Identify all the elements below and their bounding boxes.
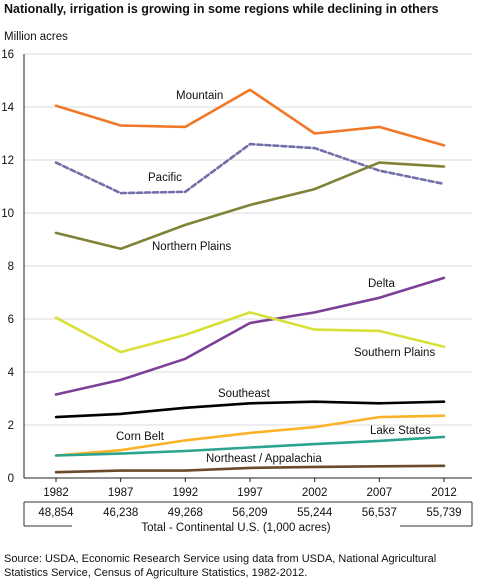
y-tick-label: 8 bbox=[8, 261, 14, 273]
total-value: 55,244 bbox=[297, 507, 333, 519]
series-label: Corn Belt bbox=[116, 431, 165, 443]
series-line-pacific bbox=[54, 142, 446, 195]
x-tick-label: 2012 bbox=[431, 487, 457, 499]
y-tick-label: 6 bbox=[8, 314, 14, 326]
total-value: 55,739 bbox=[426, 507, 461, 519]
series-label: Mountain bbox=[176, 90, 223, 102]
x-tick-label: 1982 bbox=[43, 487, 69, 499]
series-label: Lake States bbox=[370, 425, 431, 437]
x-tick-label: 1997 bbox=[237, 487, 263, 499]
series-line-southeast bbox=[54, 400, 446, 419]
series-line-lake-states bbox=[54, 435, 446, 457]
x-axis-ticks: 1982 1987 1992 1997 2002 2007 2012 bbox=[43, 478, 457, 499]
x-tick-label: 2007 bbox=[367, 487, 393, 499]
y-tick-label: 2 bbox=[8, 420, 14, 432]
x-tick-label: 1987 bbox=[108, 487, 134, 499]
chart-title: Nationally, irrigation is growing in som… bbox=[4, 2, 439, 16]
source-note: Source: USDA, Economic Research Service … bbox=[4, 553, 437, 579]
series-label: Southern Plains bbox=[354, 347, 435, 359]
x-tick-label: 1992 bbox=[173, 487, 199, 499]
series-label: Northeast / Appalachia bbox=[206, 453, 322, 465]
series-line-delta bbox=[54, 276, 446, 396]
series-line-mountain bbox=[54, 88, 446, 147]
totals-label: Total - Continental U.S. (1,000 acres) bbox=[141, 522, 330, 534]
totals-row: 48,854 46,238 49,268 56,209 55,244 56,537 55,7… bbox=[23, 501, 473, 534]
y-tick-label: 14 bbox=[1, 102, 14, 114]
series-labels: Mountain Pacific Northern Plains Delta South… bbox=[116, 90, 435, 465]
series-line-northern-plains bbox=[54, 161, 446, 251]
y-tick-label: 0 bbox=[8, 473, 14, 485]
y-tick-label: 16 bbox=[1, 49, 14, 61]
series-lines bbox=[54, 88, 446, 474]
series-label: Delta bbox=[368, 278, 395, 290]
series-label: Southeast bbox=[218, 388, 271, 400]
y-tick-label: 12 bbox=[1, 155, 14, 167]
y-axis-ticks: 0 2 4 6 8 10 12 14 16 bbox=[1, 49, 14, 485]
y-tick-label: 4 bbox=[8, 367, 15, 379]
series-label: Pacific bbox=[148, 172, 182, 184]
total-value: 56,209 bbox=[232, 507, 267, 519]
series-line-southern-plains bbox=[54, 311, 446, 354]
line-chart: 0 2 4 6 8 10 12 14 16 1982 1987 1992 1997 2002 2007 20… bbox=[1, 49, 473, 534]
x-tick-label: 2002 bbox=[302, 487, 328, 499]
gridlines bbox=[23, 53, 472, 479]
y-tick-label: 10 bbox=[1, 208, 14, 220]
series-line-northeast-appalachia bbox=[54, 464, 446, 474]
total-value: 56,537 bbox=[362, 507, 397, 519]
series-label: Northern Plains bbox=[152, 241, 232, 253]
total-value: 49,268 bbox=[168, 507, 203, 519]
total-value: 46,238 bbox=[103, 507, 138, 519]
series-line-corn-belt bbox=[54, 414, 446, 457]
y-axis-unit: Million acres bbox=[4, 31, 68, 43]
total-value: 48,854 bbox=[38, 507, 74, 519]
